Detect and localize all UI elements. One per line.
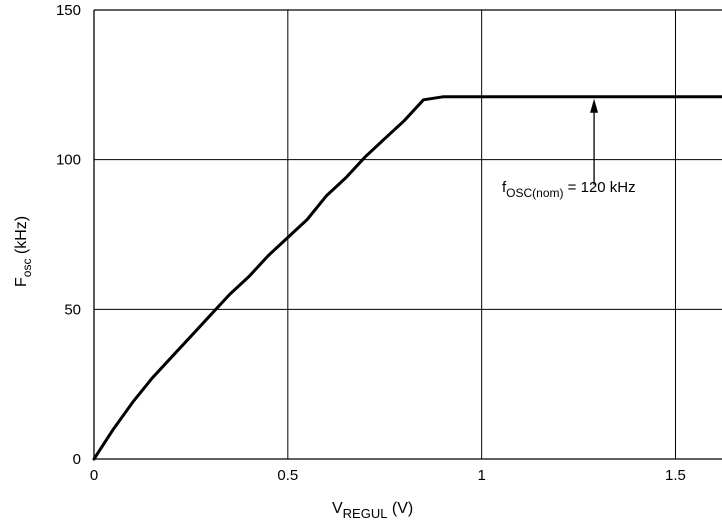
- grid: [94, 10, 722, 459]
- plot-frame: [93, 9, 722, 460]
- y-tick-label: 100: [56, 152, 81, 169]
- x-axis-title: VREGUL (V): [332, 500, 413, 521]
- y-axis-title-main: F: [13, 277, 30, 287]
- y-tick-labels: 0 50 100 150: [56, 2, 81, 468]
- y-tick-label: 50: [64, 301, 81, 318]
- y-axis-title: Fosc (kHz): [13, 216, 34, 287]
- y-axis-title-rest: (kHz): [13, 216, 30, 259]
- y-axis-title-sub: osc: [20, 259, 34, 278]
- x-tick-label: 0.5: [277, 467, 298, 484]
- series-line: [92, 95, 722, 461]
- annotation-rest: = 120 kHz: [564, 179, 636, 196]
- y-tick-label: 0: [73, 451, 81, 468]
- x-axis-title-rest: (V): [387, 500, 413, 517]
- annotation-main: f: [502, 179, 507, 196]
- x-tick-label: 1: [477, 467, 485, 484]
- y-tick-label: 150: [56, 2, 81, 19]
- x-tick-labels: 0 0.5 1 1.5: [90, 467, 686, 484]
- x-tick-label: 0: [90, 467, 98, 484]
- annotation-arrow-head: [590, 98, 599, 113]
- x-axis-title-main: V: [332, 500, 343, 517]
- x-axis-title-sub: REGUL: [343, 506, 388, 521]
- annotation-sub: OSC(nom): [506, 186, 563, 200]
- series-layer: [92, 95, 722, 461]
- annotation-label: fOSC(nom) = 120 kHz: [502, 179, 636, 200]
- x-tick-label: 1.5: [665, 467, 686, 484]
